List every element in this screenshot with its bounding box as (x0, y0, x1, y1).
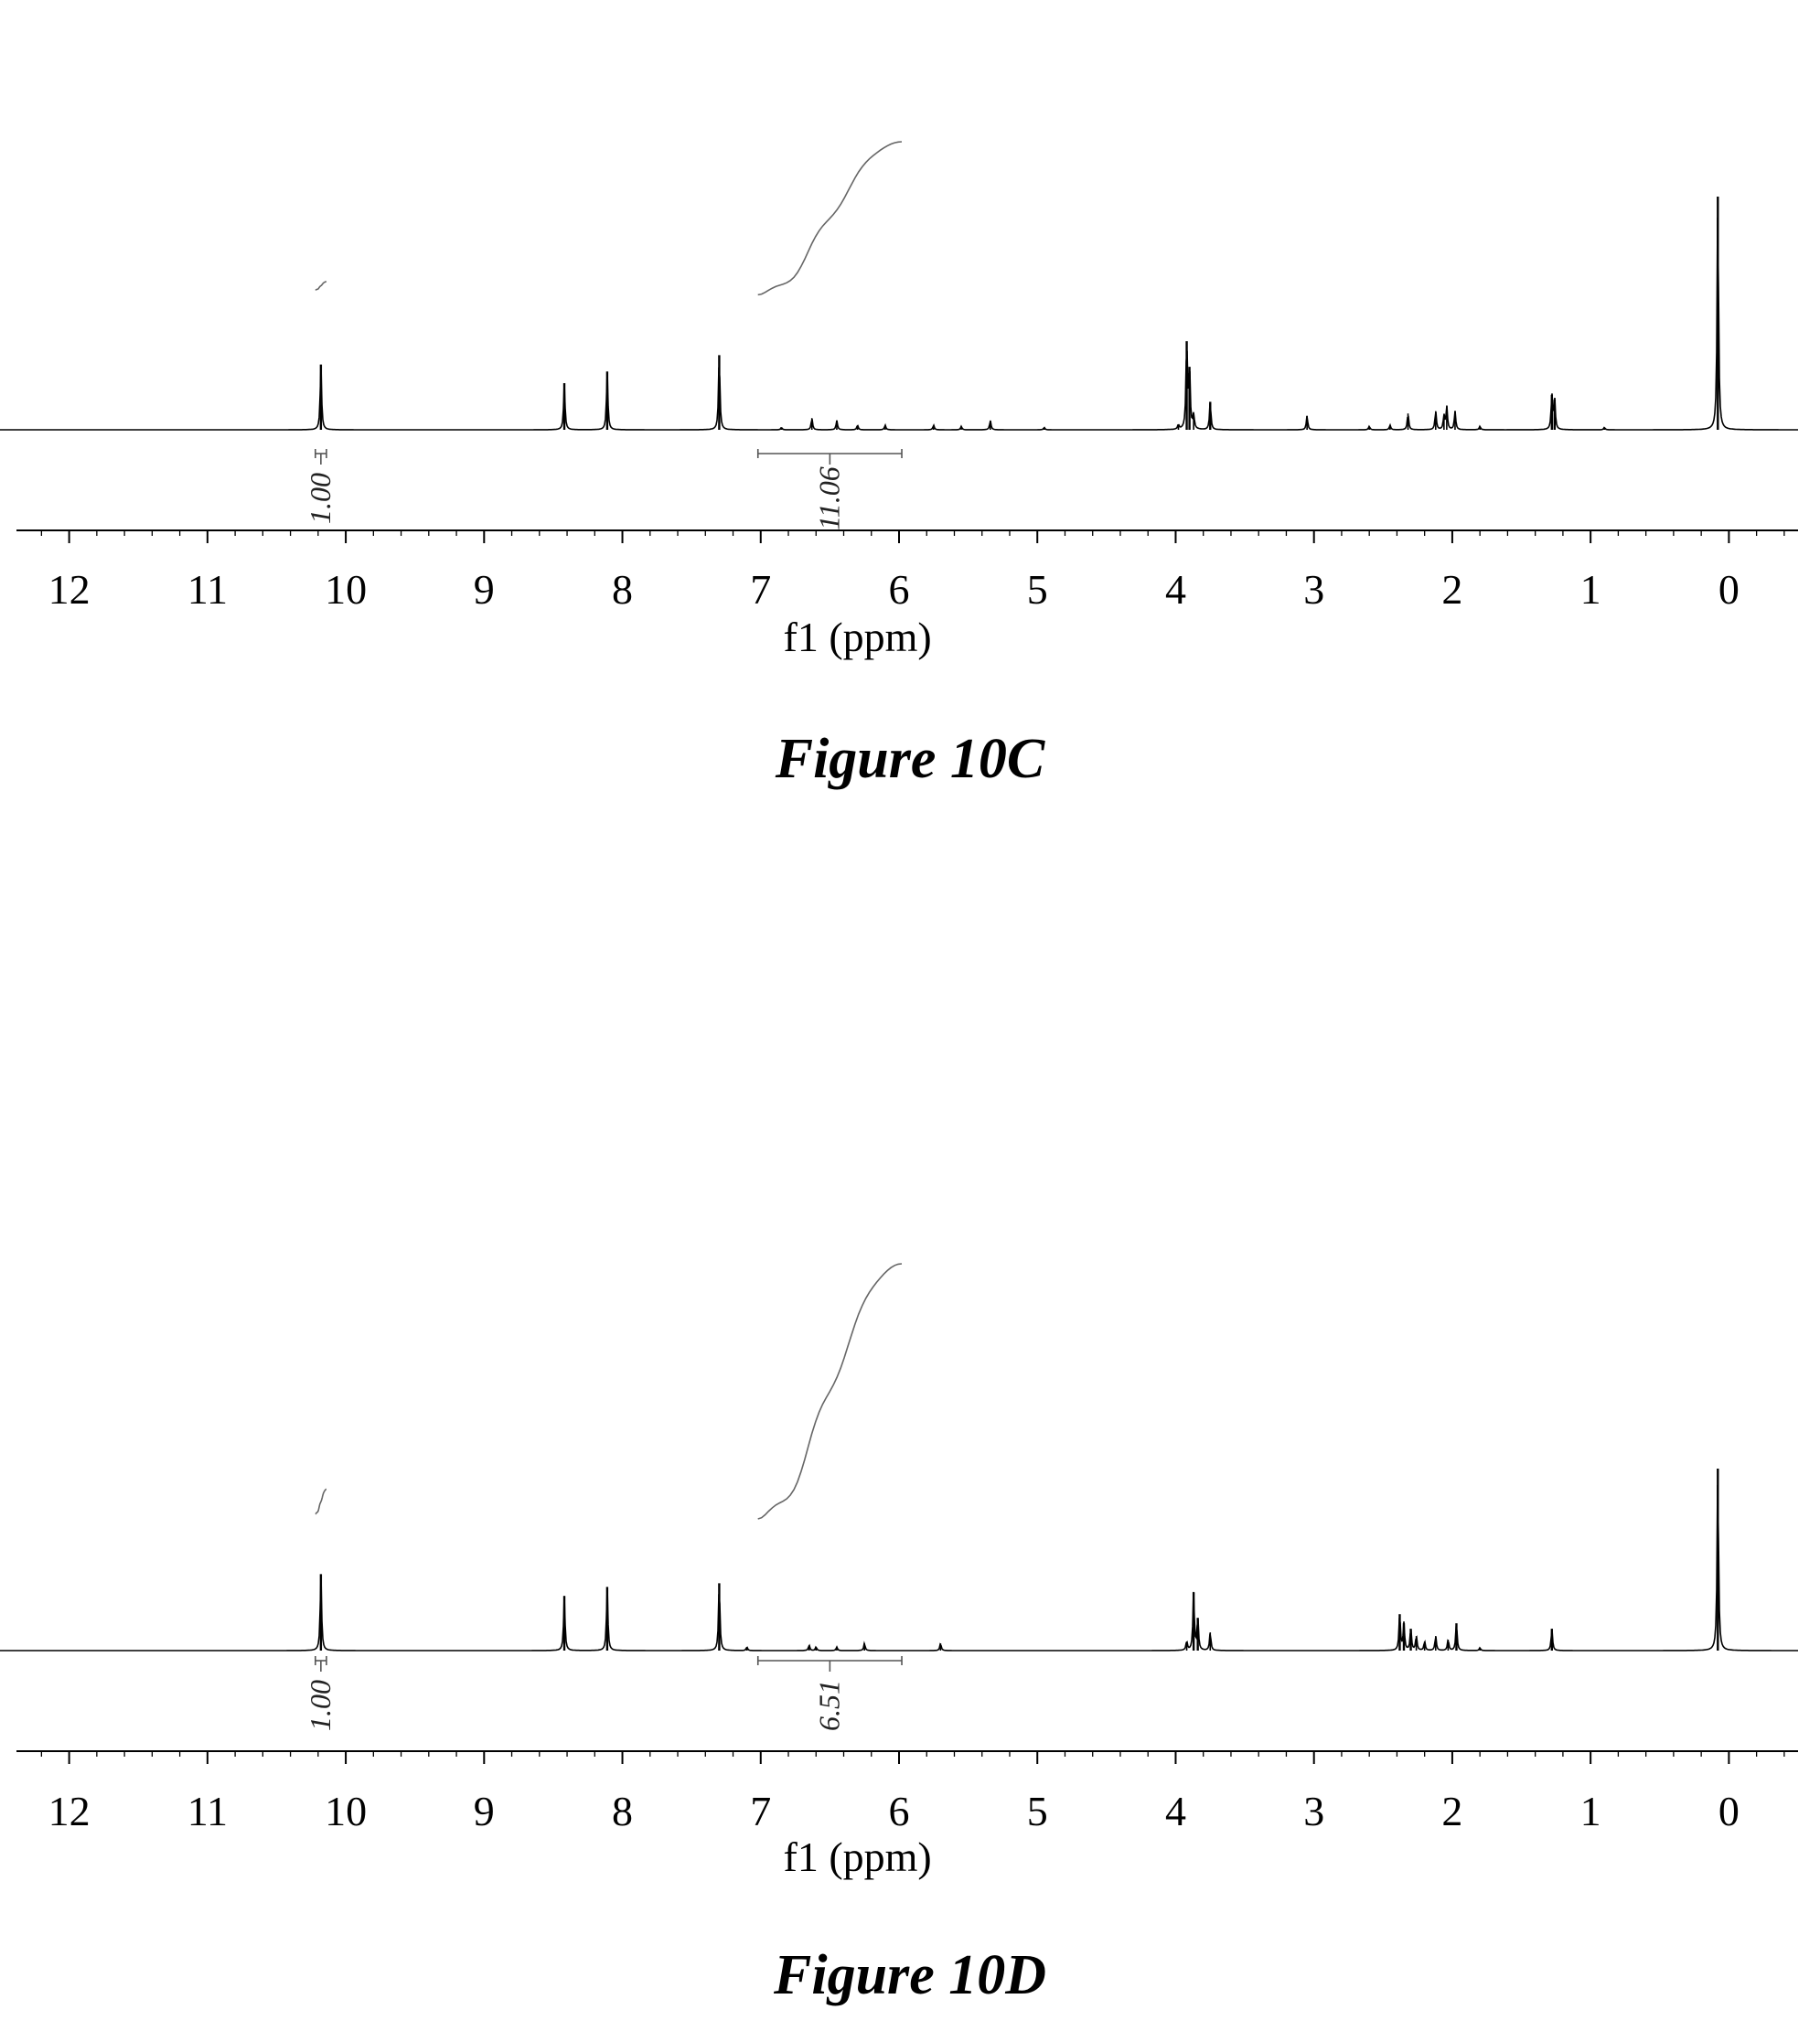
tick-label: 7 (750, 1788, 771, 1834)
x-axis: 12 11 10 9 8 7 6 5 4 3 2 1 0 (16, 529, 1798, 613)
integral-curve (757, 141, 903, 296)
tick-label: 7 (750, 566, 771, 613)
tick-label: 12 (48, 1788, 91, 1834)
tick-label: 2 (1441, 566, 1462, 613)
tick-label: 9 (474, 566, 495, 613)
x-axis: 12 11 10 9 8 7 6 5 4 3 2 1 0 (16, 1750, 1798, 1834)
integral-curves: 1.00 6.51 (304, 1263, 903, 1731)
tick-label: 4 (1165, 1788, 1186, 1834)
nmr-spectrum-panel-10d: 1.00 6.51 12 11 10 9 8 7 6 5 4 3 2 1 0 f1 (ppm) Figur… (0, 1263, 1798, 2006)
tick-label: 9 (474, 1788, 495, 1834)
tick-label: 12 (48, 566, 91, 613)
peak-lines (319, 197, 1719, 430)
tick-label: 3 (1303, 1788, 1324, 1834)
tick-label: 6 (889, 1788, 910, 1834)
integral-value: 6.51 (812, 1680, 845, 1731)
tick-label: 1 (1580, 1788, 1601, 1834)
tick-label: 10 (325, 1788, 367, 1834)
integral-curve (315, 281, 327, 291)
tick-label: 5 (1027, 1788, 1048, 1834)
integral-curve (757, 1263, 903, 1520)
integral-value: 1.00 (304, 473, 337, 524)
integral-value: 11.06 (812, 466, 845, 530)
tick-label: 6 (889, 566, 910, 613)
tick-label: 0 (1718, 566, 1740, 613)
spectrum-trace (0, 1484, 1798, 1652)
figure-caption: Figure 10C (775, 728, 1045, 790)
x-axis-title: f1 (ppm) (784, 1833, 932, 1880)
tick-label: 11 (187, 1788, 228, 1834)
tick-label: 8 (612, 566, 633, 613)
tick-label: 2 (1441, 1788, 1462, 1834)
tick-label: 4 (1165, 566, 1186, 613)
peak-lines (319, 1469, 1719, 1651)
tick-label: 0 (1718, 1788, 1740, 1834)
tick-label: 5 (1027, 566, 1048, 613)
tick-label: 1 (1580, 566, 1601, 613)
nmr-spectrum-panel-10c: 1.00 11.06 12 11 10 9 8 7 6 5 4 3 2 1 0 f1 (ppm) Figu… (0, 141, 1798, 790)
tick-label: 3 (1303, 566, 1324, 613)
figure-caption: Figure 10D (773, 1944, 1046, 2006)
integral-curve (315, 1488, 327, 1515)
x-axis-title: f1 (ppm) (784, 614, 932, 660)
tick-label: 11 (187, 566, 228, 613)
integral-curves: 1.00 11.06 (304, 141, 903, 530)
tick-label: 10 (325, 566, 367, 613)
integral-value: 1.00 (304, 1680, 337, 1731)
tick-label: 8 (612, 1788, 633, 1834)
spectrum-trace (0, 218, 1798, 431)
